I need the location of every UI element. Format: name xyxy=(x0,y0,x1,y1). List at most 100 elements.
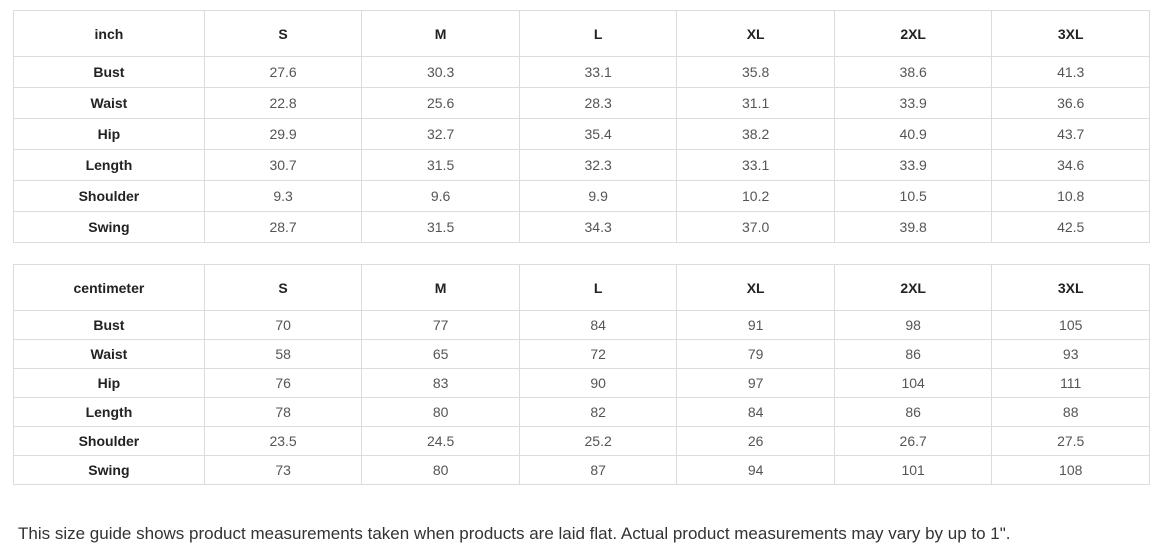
measurement-value: 32.3 xyxy=(518,149,678,181)
measurement-row: Hip 29.9 32.7 35.4 38.2 40.9 43.7 xyxy=(13,118,1150,150)
size-guide-note: This size guide shows product measuremen… xyxy=(18,524,1011,543)
measurement-value: 94 xyxy=(676,455,835,485)
measurement-value: 78 xyxy=(203,397,363,427)
measurement-label: Waist xyxy=(13,87,205,119)
measurement-value: 37.0 xyxy=(676,211,835,243)
measurement-value: 33.9 xyxy=(833,87,993,119)
measurement-value: 72 xyxy=(518,339,678,369)
measurement-label: Hip xyxy=(13,118,205,150)
measurement-value: 65 xyxy=(361,339,520,369)
measurement-value: 58 xyxy=(203,339,363,369)
measurement-value: 80 xyxy=(361,397,520,427)
measurement-value: 84 xyxy=(676,397,835,427)
measurement-label: Swing xyxy=(13,211,205,243)
measurement-value: 87 xyxy=(518,455,678,485)
size-column-header: S xyxy=(203,10,363,57)
measurement-value: 28.7 xyxy=(203,211,363,243)
measurement-value: 91 xyxy=(676,310,835,340)
measurement-row: Waist 22.8 25.6 28.3 31.1 33.9 36.6 xyxy=(13,87,1150,119)
measurement-row: Waist 58 65 72 79 86 93 xyxy=(13,339,1150,369)
measurement-value: 34.6 xyxy=(991,149,1150,181)
measurement-row: Swing 73 80 87 94 101 108 xyxy=(13,455,1150,485)
measurement-value: 76 xyxy=(203,368,363,398)
measurement-value: 98 xyxy=(833,310,993,340)
measurement-label: Bust xyxy=(13,56,205,88)
measurement-label: Length xyxy=(13,397,205,427)
measurement-row: Shoulder 23.5 24.5 25.2 26 26.7 27.5 xyxy=(13,426,1150,456)
measurement-value: 97 xyxy=(676,368,835,398)
measurement-label: Bust xyxy=(13,310,205,340)
measurement-value: 25.2 xyxy=(518,426,678,456)
measurement-value: 38.2 xyxy=(676,118,835,150)
measurement-label: Hip xyxy=(13,368,205,398)
size-column-header: L xyxy=(518,264,678,311)
measurement-label: Swing xyxy=(13,455,205,485)
measurement-value: 93 xyxy=(991,339,1150,369)
measurement-value: 39.8 xyxy=(833,211,993,243)
measurement-value: 33.1 xyxy=(518,56,678,88)
measurement-value: 73 xyxy=(203,455,363,485)
measurement-value: 86 xyxy=(833,397,993,427)
measurement-value: 10.5 xyxy=(833,180,993,212)
measurement-row: Bust 27.6 30.3 33.1 35.8 38.6 41.3 xyxy=(13,56,1150,88)
size-column-header: S xyxy=(203,264,363,311)
measurement-value: 108 xyxy=(991,455,1150,485)
measurement-row: Hip 76 83 90 97 104 111 xyxy=(13,368,1150,398)
measurement-value: 24.5 xyxy=(361,426,520,456)
measurement-value: 36.6 xyxy=(991,87,1150,119)
measurement-value: 83 xyxy=(361,368,520,398)
measurement-value: 42.5 xyxy=(991,211,1150,243)
size-column-header: M xyxy=(361,10,520,57)
size-table-header-row: inch S M L XL 2XL 3XL xyxy=(13,10,1150,57)
measurement-value: 33.9 xyxy=(833,149,993,181)
measurement-value: 27.6 xyxy=(203,56,363,88)
measurement-value: 10.2 xyxy=(676,180,835,212)
measurement-value: 35.4 xyxy=(518,118,678,150)
measurement-value: 9.3 xyxy=(203,180,363,212)
measurement-value: 43.7 xyxy=(991,118,1150,150)
size-column-header: L xyxy=(518,10,678,57)
measurement-value: 23.5 xyxy=(203,426,363,456)
measurement-value: 34.3 xyxy=(518,211,678,243)
measurement-value: 38.6 xyxy=(833,56,993,88)
measurement-value: 26.7 xyxy=(833,426,993,456)
unit-label: inch xyxy=(13,10,205,57)
measurement-value: 32.7 xyxy=(361,118,520,150)
measurement-value: 90 xyxy=(518,368,678,398)
measurement-value: 35.8 xyxy=(676,56,835,88)
size-column-header: XL xyxy=(676,264,835,311)
measurement-value: 40.9 xyxy=(833,118,993,150)
measurement-value: 80 xyxy=(361,455,520,485)
measurement-value: 9.9 xyxy=(518,180,678,212)
measurement-value: 105 xyxy=(991,310,1150,340)
measurement-value: 41.3 xyxy=(991,56,1150,88)
measurement-value: 10.8 xyxy=(991,180,1150,212)
measurement-value: 70 xyxy=(203,310,363,340)
measurement-value: 86 xyxy=(833,339,993,369)
measurement-row: Length 30.7 31.5 32.3 33.1 33.9 34.6 xyxy=(13,149,1150,181)
measurement-value: 22.8 xyxy=(203,87,363,119)
measurement-value: 27.5 xyxy=(991,426,1150,456)
measurement-value: 30.3 xyxy=(361,56,520,88)
measurement-label: Shoulder xyxy=(13,180,205,212)
size-column-header: 2XL xyxy=(833,10,993,57)
measurement-value: 79 xyxy=(676,339,835,369)
size-column-header: M xyxy=(361,264,520,311)
measurement-row: Swing 28.7 31.5 34.3 37.0 39.8 42.5 xyxy=(13,211,1150,243)
measurement-value: 33.1 xyxy=(676,149,835,181)
measurement-value: 31.1 xyxy=(676,87,835,119)
measurement-value: 77 xyxy=(361,310,520,340)
size-column-header: XL xyxy=(676,10,835,57)
measurement-label: Shoulder xyxy=(13,426,205,456)
measurement-row: Length 78 80 82 84 86 88 xyxy=(13,397,1150,427)
size-column-header: 3XL xyxy=(991,10,1150,57)
measurement-value: 29.9 xyxy=(203,118,363,150)
measurement-value: 104 xyxy=(833,368,993,398)
measurement-label: Waist xyxy=(13,339,205,369)
measurement-row: Bust 70 77 84 91 98 105 xyxy=(13,310,1150,340)
measurement-label: Length xyxy=(13,149,205,181)
measurement-value: 101 xyxy=(833,455,993,485)
measurement-value: 25.6 xyxy=(361,87,520,119)
unit-label: centimeter xyxy=(13,264,205,311)
